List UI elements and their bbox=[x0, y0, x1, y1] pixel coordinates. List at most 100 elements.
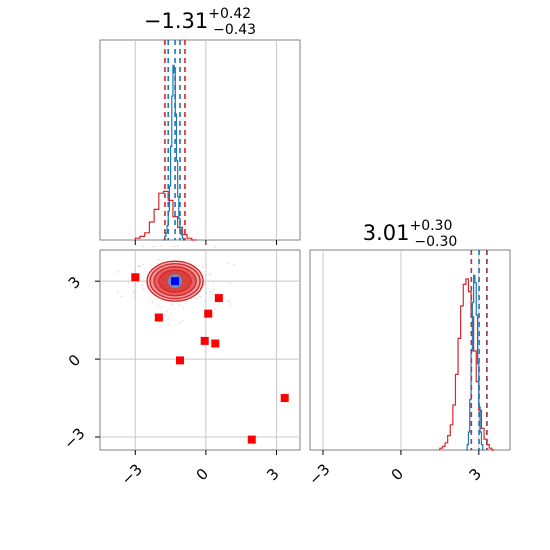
x-tick-label: 0 bbox=[193, 465, 212, 484]
x-tick-label: −3 bbox=[305, 460, 333, 488]
red-point bbox=[280, 394, 289, 403]
sample-dot bbox=[205, 319, 207, 322]
sample-dot bbox=[229, 282, 231, 284]
sample-dot bbox=[160, 245, 162, 247]
sample-dot bbox=[233, 263, 235, 266]
red-point bbox=[131, 273, 140, 282]
sample-dot bbox=[214, 307, 216, 310]
red-points bbox=[131, 273, 289, 444]
x-tick-label: −3 bbox=[118, 460, 146, 488]
param2-title: 3.01+0.30 −0.30 bbox=[363, 218, 458, 250]
sample-dot bbox=[214, 246, 216, 248]
sample-dot bbox=[204, 274, 206, 277]
sample-dot bbox=[153, 248, 155, 251]
blue-histogram-line bbox=[163, 64, 185, 241]
blue-histogram bbox=[163, 64, 185, 241]
marginal-histogram-param2: −3 0 3 3.01+0.30 −0.30 bbox=[305, 218, 511, 489]
red-histogram-line bbox=[439, 278, 495, 451]
param2-title-sub: −0.30 bbox=[414, 234, 457, 250]
param1-title-value: −1.31 bbox=[144, 9, 208, 33]
sample-dot bbox=[157, 258, 160, 261]
sample-dot bbox=[181, 320, 184, 322]
sample-dot bbox=[141, 284, 144, 287]
center-marker bbox=[171, 277, 180, 286]
sample-dot bbox=[137, 264, 140, 267]
sample-dot bbox=[209, 290, 211, 293]
red-point bbox=[211, 339, 220, 348]
sample-dot bbox=[141, 280, 143, 283]
sample-dot bbox=[209, 273, 212, 275]
sample-dot bbox=[199, 295, 201, 298]
y-tick-labels: −3 0 3 bbox=[60, 273, 88, 453]
density-contours bbox=[146, 260, 204, 302]
sample-dot bbox=[139, 265, 142, 268]
sample-dot bbox=[228, 300, 231, 303]
sample-dot bbox=[117, 271, 120, 273]
sample-dot bbox=[173, 245, 176, 248]
sample-dot bbox=[204, 300, 207, 302]
tick-marks bbox=[95, 280, 277, 455]
sample-dot bbox=[212, 281, 215, 284]
y-tick-label: 3 bbox=[65, 273, 84, 292]
sample-dot bbox=[182, 307, 185, 309]
sample-dot bbox=[116, 291, 119, 294]
red-point bbox=[204, 309, 213, 318]
sample-dot bbox=[171, 303, 173, 305]
sample-dot bbox=[201, 265, 204, 268]
sample-dot bbox=[167, 318, 169, 320]
quantile-lines bbox=[470, 250, 488, 450]
quantile-lines bbox=[164, 40, 186, 240]
sample-dot bbox=[120, 295, 122, 298]
sample-dot bbox=[143, 288, 145, 290]
red-point bbox=[154, 313, 163, 322]
sample-dot bbox=[203, 283, 206, 286]
red-histogram-line bbox=[134, 190, 197, 241]
param1-title-sup: +0.42 bbox=[208, 6, 251, 22]
x-tick-label: 0 bbox=[388, 465, 407, 484]
sample-dot bbox=[142, 263, 144, 266]
y-tick-label: −3 bbox=[60, 424, 88, 452]
x-tick-label: 3 bbox=[466, 465, 485, 484]
red-point bbox=[176, 356, 184, 365]
tick-marks bbox=[322, 450, 480, 455]
sample-dot bbox=[166, 310, 168, 312]
sample-dot bbox=[133, 291, 136, 294]
blue-histogram bbox=[465, 274, 485, 451]
red-histogram bbox=[439, 278, 495, 451]
param2-title-sup: +0.30 bbox=[409, 218, 452, 234]
blue-histogram-line bbox=[465, 274, 485, 451]
sample-dot bbox=[227, 262, 229, 264]
sample-dot bbox=[153, 245, 155, 248]
sample-dot bbox=[127, 282, 130, 284]
sample-dot bbox=[227, 300, 229, 302]
sample-dot bbox=[178, 304, 181, 307]
x-tick-label: 3 bbox=[263, 465, 282, 484]
sample-dot bbox=[213, 288, 215, 291]
sample-dot bbox=[133, 284, 136, 286]
sample-dot bbox=[228, 304, 231, 306]
sample-dot bbox=[134, 289, 137, 291]
param2-title-value: 3.01 bbox=[363, 221, 410, 245]
sample-dot bbox=[151, 301, 154, 304]
y-tick-label: 0 bbox=[65, 351, 84, 370]
sample-dot bbox=[157, 304, 159, 306]
sample-dot bbox=[195, 297, 198, 300]
red-histogram bbox=[134, 190, 197, 241]
sample-dot bbox=[133, 295, 136, 298]
sample-dot bbox=[178, 321, 181, 324]
gridlines bbox=[134, 40, 277, 240]
red-point bbox=[200, 336, 209, 345]
param1-title: −1.31+0.42 −0.43 bbox=[144, 6, 256, 38]
sample-dot bbox=[177, 245, 179, 248]
red-point bbox=[214, 294, 223, 303]
x-tick-labels: −3 0 3 bbox=[118, 460, 283, 488]
sample-dot bbox=[133, 269, 136, 271]
tick-marks bbox=[134, 240, 277, 245]
sample-dot bbox=[167, 323, 170, 326]
param1-title-sub: −0.43 bbox=[213, 22, 256, 38]
red-point bbox=[247, 435, 256, 444]
marginal-histogram-param1: −1.31+0.42 −0.43 bbox=[99, 6, 301, 245]
axes-frame bbox=[99, 39, 301, 241]
sample-dot bbox=[142, 245, 145, 248]
